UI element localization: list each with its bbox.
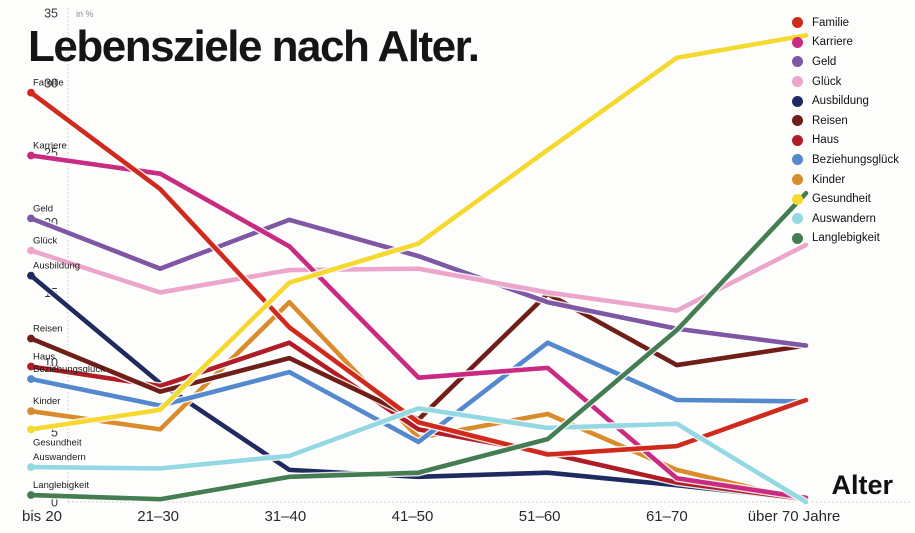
- legend-item-Kinder: Kinder: [792, 170, 899, 190]
- series-label-Beziehungsglück: Beziehungsglück: [33, 364, 105, 375]
- legend-item-Familie: Familie: [792, 13, 899, 33]
- legend-dot-icon: [792, 115, 803, 127]
- series-start-dot-Geld: [27, 214, 35, 223]
- legend-label: Kinder: [812, 173, 846, 186]
- y-tick-label: 30: [44, 76, 58, 90]
- legend-dot-icon: [792, 213, 803, 225]
- series-start-dot-Reisen: [27, 334, 35, 343]
- x-tick-label: 61–70: [646, 508, 688, 525]
- legend-dot-icon: [792, 76, 803, 88]
- legend-label: Karriere: [812, 36, 853, 49]
- series-label-Ausbildung: Ausbildung: [33, 261, 80, 272]
- x-tick-label: 21–30: [137, 508, 179, 525]
- series-start-dot-Ausbildung: [27, 271, 35, 280]
- series-line-Karriere: [28, 153, 809, 501]
- x-tick-label: 51–60: [519, 508, 561, 525]
- series-line-Geld: [28, 216, 809, 348]
- legend-item-Glück: Glück: [792, 72, 899, 92]
- legend-item-Auswandern: Auswandern: [792, 209, 899, 229]
- legend-item-Beziehungsglück: Beziehungsglück: [792, 150, 899, 170]
- series-label-Auswandern: Auswandern: [33, 452, 86, 463]
- legend-item-Langlebigkeit: Langlebigkeit: [792, 229, 899, 249]
- series-start-dot-Glück: [27, 246, 35, 255]
- series-label-Kinder: Kinder: [33, 396, 60, 407]
- series-halo-Geld: [27, 214, 810, 350]
- x-tick-label: über 70 Jahre: [748, 508, 841, 525]
- series-line-Auswandern: [28, 406, 809, 505]
- series-line-Familie: [28, 90, 809, 457]
- legend-dot-icon: [792, 134, 803, 146]
- y-tick-label: 35: [44, 7, 58, 21]
- x-tick-label: 31–40: [264, 508, 306, 525]
- legend-item-Ausbildung: Ausbildung: [792, 91, 899, 111]
- series-label-Reisen: Reisen: [33, 324, 63, 335]
- legend-label: Familie: [812, 16, 850, 29]
- legend-dot-icon: [792, 17, 803, 29]
- legend-label: Gesundheit: [812, 193, 871, 206]
- series-start-dot-Karriere: [27, 151, 35, 160]
- series-start-dot-Kinder: [27, 407, 35, 416]
- series-label-Familie: Familie: [33, 78, 64, 89]
- y-axis-unit-label: in %: [76, 9, 94, 19]
- legend-dot-icon: [792, 232, 803, 244]
- legend-label: Haus: [812, 134, 839, 147]
- series-start-dot-Familie: [27, 88, 35, 97]
- series-line-Haus: [28, 340, 809, 502]
- legend-label: Geld: [812, 55, 837, 68]
- series-line-Langlebigkeit: [28, 190, 809, 502]
- series-label-Karriere: Karriere: [33, 141, 67, 152]
- legend-label: Beziehungsglück: [812, 153, 899, 166]
- series-start-dot-Haus: [27, 362, 35, 371]
- series-label-Langlebigkeit: Langlebigkeit: [33, 480, 89, 491]
- series-line-Glück: [28, 242, 809, 313]
- legend-dot-icon: [792, 95, 803, 107]
- legend-dot-icon: [792, 193, 803, 205]
- series-line-Gesundheit: [28, 33, 809, 432]
- series-label-Geld: Geld: [33, 203, 53, 214]
- y-tick-label: 5: [51, 426, 58, 440]
- legend-item-Haus: Haus: [792, 131, 899, 151]
- legend-label: Glück: [812, 75, 842, 88]
- legend: Familie Karriere Geld Glück Ausbildung Reisen…: [792, 13, 899, 248]
- x-axis-title: Alter: [831, 470, 893, 500]
- legend-label: Langlebigkeit: [812, 232, 880, 245]
- series-label-Gesundheit: Gesundheit: [33, 437, 82, 448]
- series-start-dot-Gesundheit: [27, 425, 35, 434]
- legend-label: Auswandern: [812, 212, 876, 225]
- page-title: Lebensziele nach Alter.: [28, 22, 480, 71]
- legend-item-Gesundheit: Gesundheit: [792, 189, 899, 209]
- legend-dot-icon: [792, 154, 803, 166]
- y-tick-label: 0: [51, 496, 58, 510]
- x-tick-label: bis 20: [22, 508, 62, 525]
- legend-item-Karriere: Karriere: [792, 33, 899, 53]
- legend-label: Ausbildung: [812, 95, 869, 108]
- series-label-Haus: Haus: [33, 351, 55, 362]
- x-tick-label: 41–50: [392, 508, 434, 525]
- series-start-dot-Langlebigkeit: [27, 491, 35, 499]
- series-start-dot-Auswandern: [27, 463, 35, 471]
- legend-dot-icon: [792, 36, 803, 48]
- legend-dot-icon: [792, 174, 803, 186]
- series-label-Glück: Glück: [33, 236, 58, 247]
- series-halo-Karriere: [27, 151, 810, 502]
- legend-item-Reisen: Reisen: [792, 111, 899, 131]
- legend-dot-icon: [792, 56, 803, 68]
- series-start-dot-Beziehungsglück: [27, 375, 35, 383]
- legend-item-Geld: Geld: [792, 52, 899, 72]
- legend-label: Reisen: [812, 114, 848, 127]
